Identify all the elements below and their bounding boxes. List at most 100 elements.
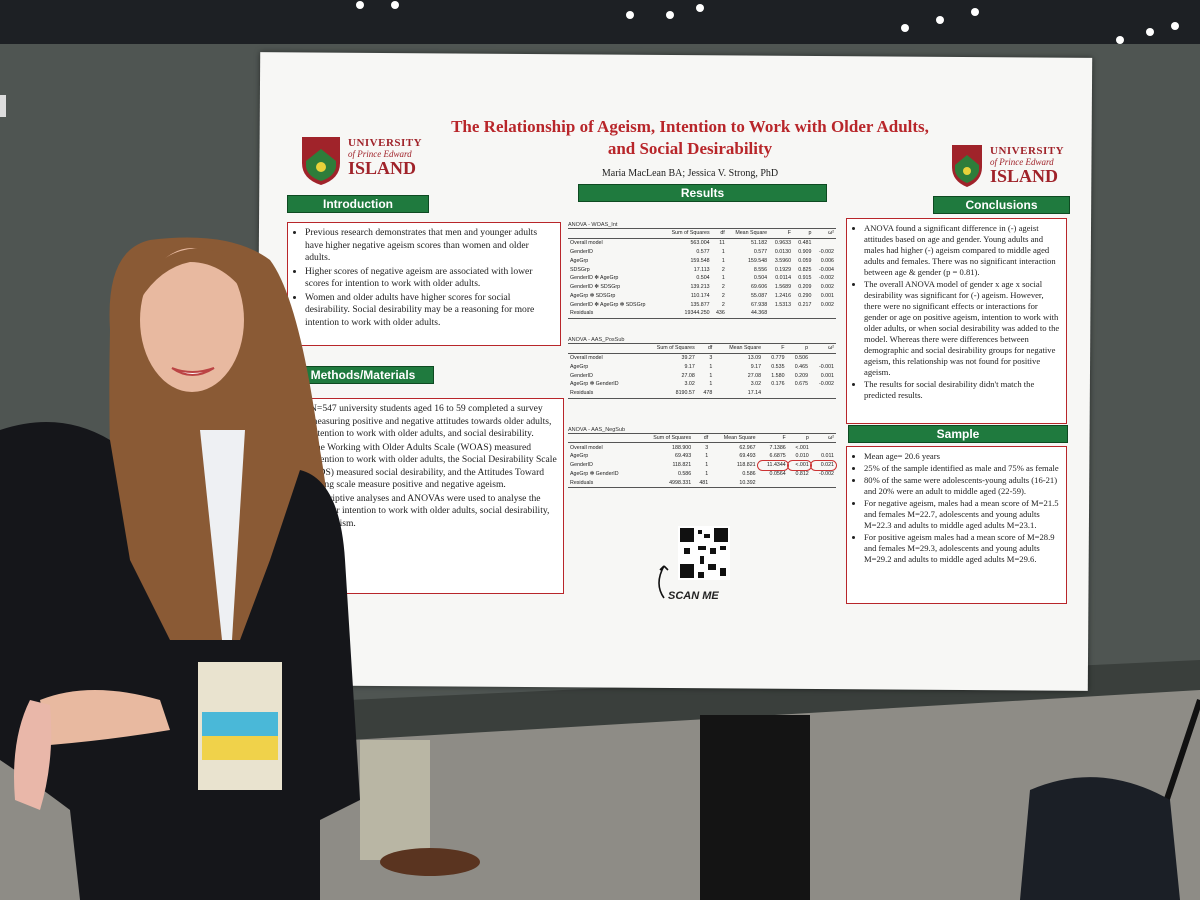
anova-table-block: ANOVA - AAS_PosSub Sum of Squares df Mean S… bbox=[568, 337, 838, 399]
header-cell: p bbox=[786, 342, 811, 354]
table-cell: 4998.331 bbox=[637, 478, 694, 489]
table-cell bbox=[787, 478, 811, 489]
bullet: ANOVA found a significant difference in … bbox=[864, 223, 1060, 278]
table-cell: 0.0130 bbox=[774, 248, 792, 255]
table-cell: 0.586 bbox=[742, 471, 756, 478]
table-cell: 3 bbox=[709, 354, 713, 361]
poster-title: The Relationship of Ageism, Intention to… bbox=[451, 117, 929, 158]
table-cell: 3.5960 bbox=[774, 257, 792, 264]
table-row: AgeGrp 9.17 1 9.17 0.535 0.465 -0.001 bbox=[568, 362, 836, 371]
table-cell: Residuals bbox=[568, 478, 638, 489]
section-heading: Results bbox=[578, 184, 827, 202]
table-cell: 1 bbox=[721, 257, 725, 264]
header-cell: F bbox=[763, 342, 787, 354]
logo-crest bbox=[302, 137, 340, 185]
table-cell: 1 bbox=[705, 462, 709, 469]
header-cell: df bbox=[711, 228, 727, 239]
header-cell: Mean Square bbox=[710, 432, 758, 444]
table-row: GenderID 118.821 1 118.821 11.4344 <.001 0.021 bbox=[568, 459, 838, 471]
table-row: AgeGrp ✻ GenderID 3.02 1 3.02 0.176 0.675 -0.0… bbox=[568, 380, 836, 389]
table-cell: 1 bbox=[709, 372, 713, 379]
table-cell: 27.08 bbox=[747, 372, 762, 379]
logo-line: ISLAND bbox=[990, 166, 1059, 186]
header-cell bbox=[568, 228, 662, 239]
table-cell: 135.877 bbox=[690, 301, 710, 308]
header-cell: ω² bbox=[810, 342, 836, 354]
section-heading: Methods/Materials bbox=[292, 366, 434, 384]
table-cell: -0.002 bbox=[818, 275, 834, 282]
section-heading: Conclusions bbox=[933, 196, 1070, 214]
table-cell: 481 bbox=[693, 478, 711, 489]
table-cell: 1.5689 bbox=[774, 284, 792, 291]
table-cell: 9.17 bbox=[750, 363, 762, 370]
table-cell: AgeGrp bbox=[570, 257, 589, 264]
table-cell bbox=[811, 443, 836, 452]
table-cell: 10.392 bbox=[710, 478, 758, 489]
table-cell bbox=[793, 309, 814, 319]
table-cell: 2 bbox=[721, 301, 725, 308]
table-cell: 0.481 bbox=[798, 240, 812, 247]
table-cell: 9.17 bbox=[684, 363, 695, 370]
table-row: GenderID ✻ AgeGrp 0.504 1 0.504 0.0114 0.915-… bbox=[568, 274, 836, 283]
table-cell: 0.176 bbox=[771, 381, 785, 388]
section-heading: Sample bbox=[848, 425, 1068, 443]
table-cell: 1.580 bbox=[771, 372, 785, 379]
table-cell: 62.967 bbox=[739, 444, 756, 451]
table-cell: 139.213 bbox=[690, 284, 710, 291]
bullet: Descriptive analyses and ANOVAs were use… bbox=[310, 493, 557, 531]
table-cell: 11.4344 bbox=[756, 459, 789, 471]
table-cell: 1.2416 bbox=[774, 292, 792, 299]
table-cell: 17.113 bbox=[693, 266, 710, 273]
table-cell: Overall model bbox=[570, 444, 603, 451]
table-cell: 0.209 bbox=[798, 284, 812, 291]
table-cell: <.001 bbox=[795, 444, 809, 451]
table-cell: 0.535 bbox=[771, 363, 785, 370]
table-cell: 27.08 bbox=[681, 372, 695, 379]
table-row: GenderID ✻ AgeGrp ✻ SDSGrp 135.877 2 67.938… bbox=[568, 300, 836, 309]
table-cell bbox=[810, 388, 836, 399]
table-cell bbox=[757, 478, 788, 489]
table-cell: 0.059 bbox=[798, 257, 812, 264]
table-cell: 1 bbox=[705, 471, 709, 478]
table-cell: 0.002 bbox=[820, 301, 834, 308]
table-title: ANOVA - WOAS_Int bbox=[568, 222, 618, 228]
table-cell bbox=[763, 388, 787, 399]
table-cell: 69.606 bbox=[750, 284, 768, 291]
table-cell: -0.002 bbox=[818, 248, 834, 255]
table-cell: Overall model bbox=[570, 354, 603, 361]
table-row: Residuals 19344.250 436 44.368 bbox=[568, 309, 836, 319]
header-cell: F bbox=[757, 432, 788, 444]
table-cell: 0.779 bbox=[771, 354, 785, 361]
table-cell: 39.27 bbox=[681, 354, 695, 361]
poster-authors: Maria MacLean BA; Jessica V. Strong, PhD bbox=[601, 168, 779, 179]
header-cell bbox=[568, 342, 640, 354]
table-cell: 0.915 bbox=[798, 275, 812, 282]
table-row: SDSGrp 17.113 2 8.556 0.1929 0.825 -0.004 bbox=[568, 265, 836, 274]
bullet: Women and older adults have higher score… bbox=[305, 292, 554, 330]
table-cell: 0.577 bbox=[753, 248, 768, 255]
table-row: Residuals 8190.57 478 17.14 bbox=[568, 388, 836, 399]
table-row: Overall model 39.27 3 13.09 0.779 0.506 bbox=[568, 353, 836, 362]
sample-box: Mean age= 20.6 years25% of the sample id… bbox=[846, 446, 1067, 604]
table-cell: 17.14 bbox=[714, 388, 764, 399]
header-cell: Mean Square bbox=[726, 228, 770, 239]
logo-crest bbox=[952, 145, 982, 187]
table-cell: 159.548 bbox=[690, 257, 710, 264]
table-row: Overall model 188.900 3 62.967 7.1386 <.001 bbox=[568, 443, 836, 452]
table-cell: 563.004 bbox=[690, 240, 710, 247]
bullet-list: ANOVA found a significant difference in … bbox=[851, 223, 1060, 401]
table-cell: 0.002 bbox=[820, 284, 834, 291]
bullet: For negative ageism, males had a mean sc… bbox=[864, 498, 1060, 531]
table-cell: 0.465 bbox=[794, 363, 809, 370]
table-cell: 0.504 bbox=[696, 275, 710, 282]
table-cell: Residuals bbox=[568, 388, 640, 399]
table-cell: <.001 bbox=[786, 459, 812, 471]
bullet: Previous research demonstrates that men … bbox=[305, 227, 554, 265]
bullet: The overall ANOVA model of gender x age … bbox=[864, 279, 1060, 378]
bullet: 25% of the sample identified as male and… bbox=[864, 463, 1060, 474]
bullet-list: Mean age= 20.6 years25% of the sample id… bbox=[851, 451, 1060, 565]
bullet: The Working with Older Adults Scale (WOA… bbox=[310, 442, 557, 492]
header-cell bbox=[568, 432, 638, 444]
